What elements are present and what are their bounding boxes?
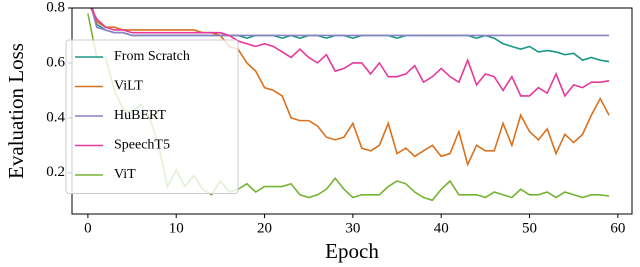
legend-label: SpeechT5 xyxy=(114,138,170,153)
y-tick-label: 0.2 xyxy=(46,164,65,180)
x-tick-label: 50 xyxy=(522,220,537,236)
legend-label: ViLT xyxy=(114,79,143,94)
x-axis-label: Epoch xyxy=(325,239,379,263)
x-tick-label: 40 xyxy=(434,220,449,236)
x-tick-label: 10 xyxy=(169,220,184,236)
y-tick-label: 0.6 xyxy=(46,54,65,70)
legend-box xyxy=(65,39,239,194)
legend-label: HuBERT xyxy=(114,108,166,123)
y-axis-label: Evaluation Loss xyxy=(4,43,28,179)
x-tick-label: 30 xyxy=(345,220,360,236)
series-line xyxy=(89,8,610,98)
x-tick-label: 60 xyxy=(610,220,625,236)
legend-label: ViT xyxy=(114,167,136,182)
y-tick-label: 0.8 xyxy=(46,0,65,15)
x-tick-label: 20 xyxy=(257,220,272,236)
series-line xyxy=(90,8,610,37)
legend-label: From Scratch xyxy=(114,49,190,64)
x-tick-label: 0 xyxy=(84,220,92,236)
y-tick-label: 0.4 xyxy=(46,109,65,125)
series-line xyxy=(91,8,610,167)
